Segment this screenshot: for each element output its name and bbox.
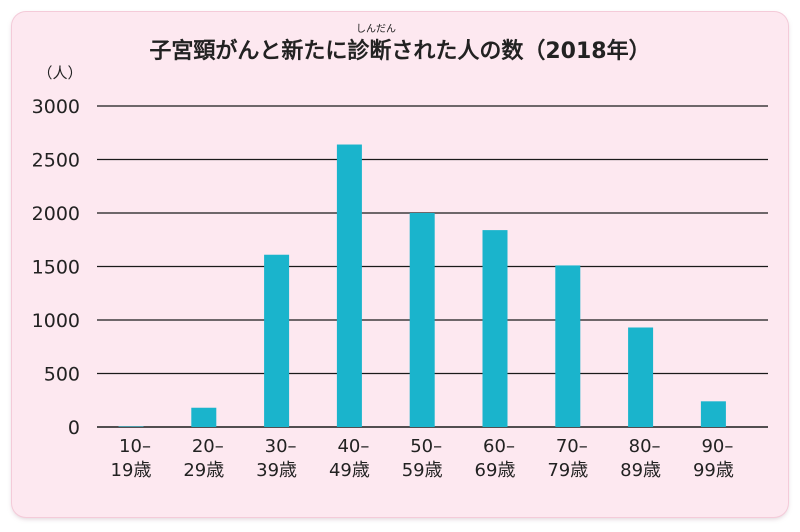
x-tick-label-line2: 19歳 — [111, 460, 152, 481]
x-tick-label-line2: 69歳 — [475, 460, 516, 481]
bar — [409, 213, 435, 427]
x-tick-label-line2: 29歳 — [183, 460, 224, 481]
x-tick-label-line1: 40– — [337, 436, 369, 457]
x-tick-label-line2: 39歳 — [256, 460, 297, 481]
bar — [191, 407, 217, 427]
x-tick-label-line1: 50– — [410, 436, 442, 457]
x-tick-label-line1: 10– — [119, 436, 151, 457]
x-tick-label-line1: 70– — [556, 436, 588, 457]
bar — [482, 230, 508, 427]
bar — [555, 265, 581, 427]
x-tick-label-line1: 60– — [483, 436, 515, 457]
x-tick-label-line1: 20– — [192, 436, 224, 457]
bar — [628, 327, 654, 427]
x-tick-label-line2: 49歳 — [329, 460, 370, 481]
y-tick-label: 0 — [68, 417, 80, 439]
bar — [264, 254, 290, 427]
x-tick-label-line1: 80– — [629, 436, 661, 457]
x-tick-label-line2: 99歳 — [693, 460, 734, 481]
x-tick-label-line1: 30– — [265, 436, 297, 457]
bar — [336, 144, 362, 427]
x-axis-labels: 10– 19歳 20– 29歳 30– 39歳 40– 49歳 50– 59歳 60– 69歳 70– 7… — [111, 436, 734, 481]
y-tick-label: 1500 — [32, 257, 80, 279]
y-tick-label: 3000 — [32, 96, 80, 118]
bar — [118, 426, 144, 427]
chart-title: 子宮頸がんと新たに診断された人の数（2018年） — [149, 38, 650, 64]
y-tick-label: 2500 — [32, 150, 80, 172]
y-tick-label: 2000 — [32, 203, 80, 225]
y-axis-unit: （人） — [37, 64, 82, 82]
title-ruby: しんだん — [356, 23, 396, 35]
x-tick-label-line1: 90– — [701, 436, 733, 457]
bars — [118, 144, 726, 427]
x-tick-label-line2: 59歳 — [402, 460, 443, 481]
chart-card — [12, 12, 788, 517]
bar — [700, 401, 726, 427]
x-tick-label-line2: 79歳 — [547, 460, 588, 481]
y-tick-label: 500 — [44, 364, 80, 386]
y-axis-ticks: 0 500 1000 1500 2000 2500 3000 — [32, 96, 80, 439]
y-tick-label: 1000 — [32, 310, 80, 332]
x-tick-label-line2: 89歳 — [620, 460, 661, 481]
